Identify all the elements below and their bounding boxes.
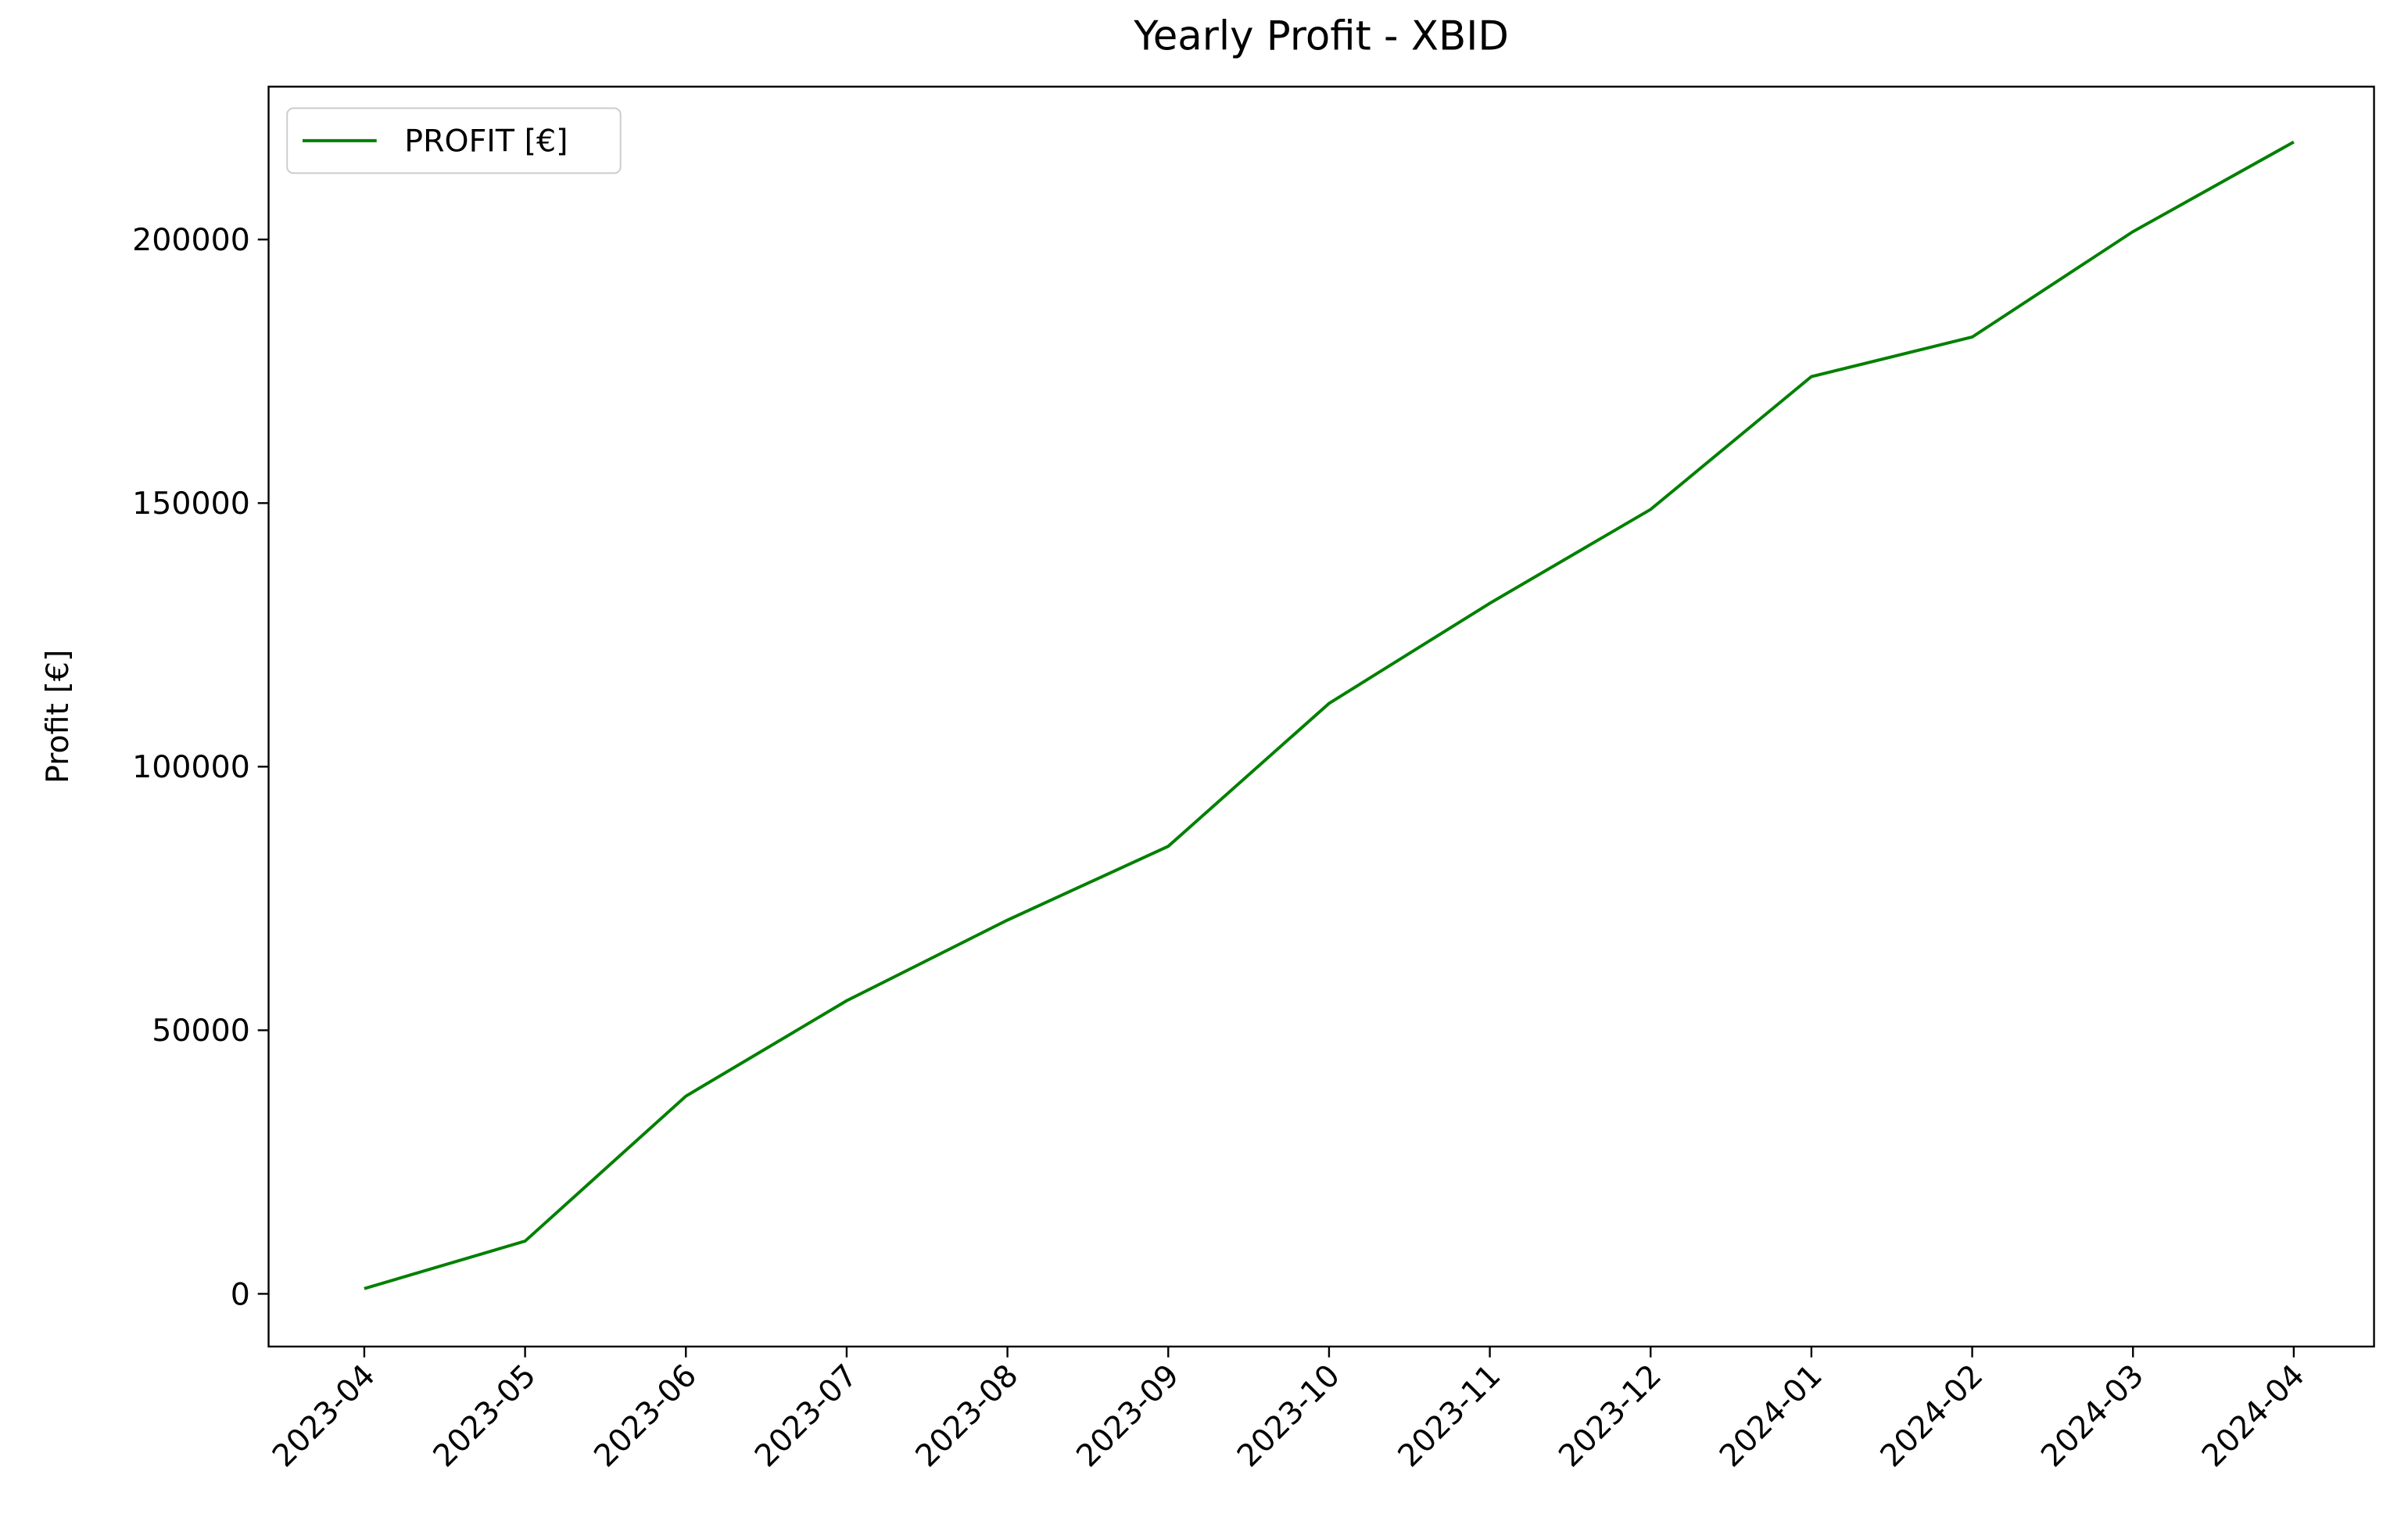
legend-box [286,107,622,174]
y-tick-label: 200000 [132,222,250,258]
y-axis-label: Profit [€] [40,650,76,784]
profit-line [364,140,2295,1290]
chart-title: Yearly Profit - XBID [1133,13,1509,59]
legend-label: PROFIT [€] [404,124,568,160]
y-tick-label: 50000 [152,1013,250,1049]
y-tick-label: 100000 [132,749,250,785]
y-tick-label: 150000 [132,486,250,522]
y-tick-label: 0 [231,1276,250,1312]
plot-frame [267,85,2375,1348]
